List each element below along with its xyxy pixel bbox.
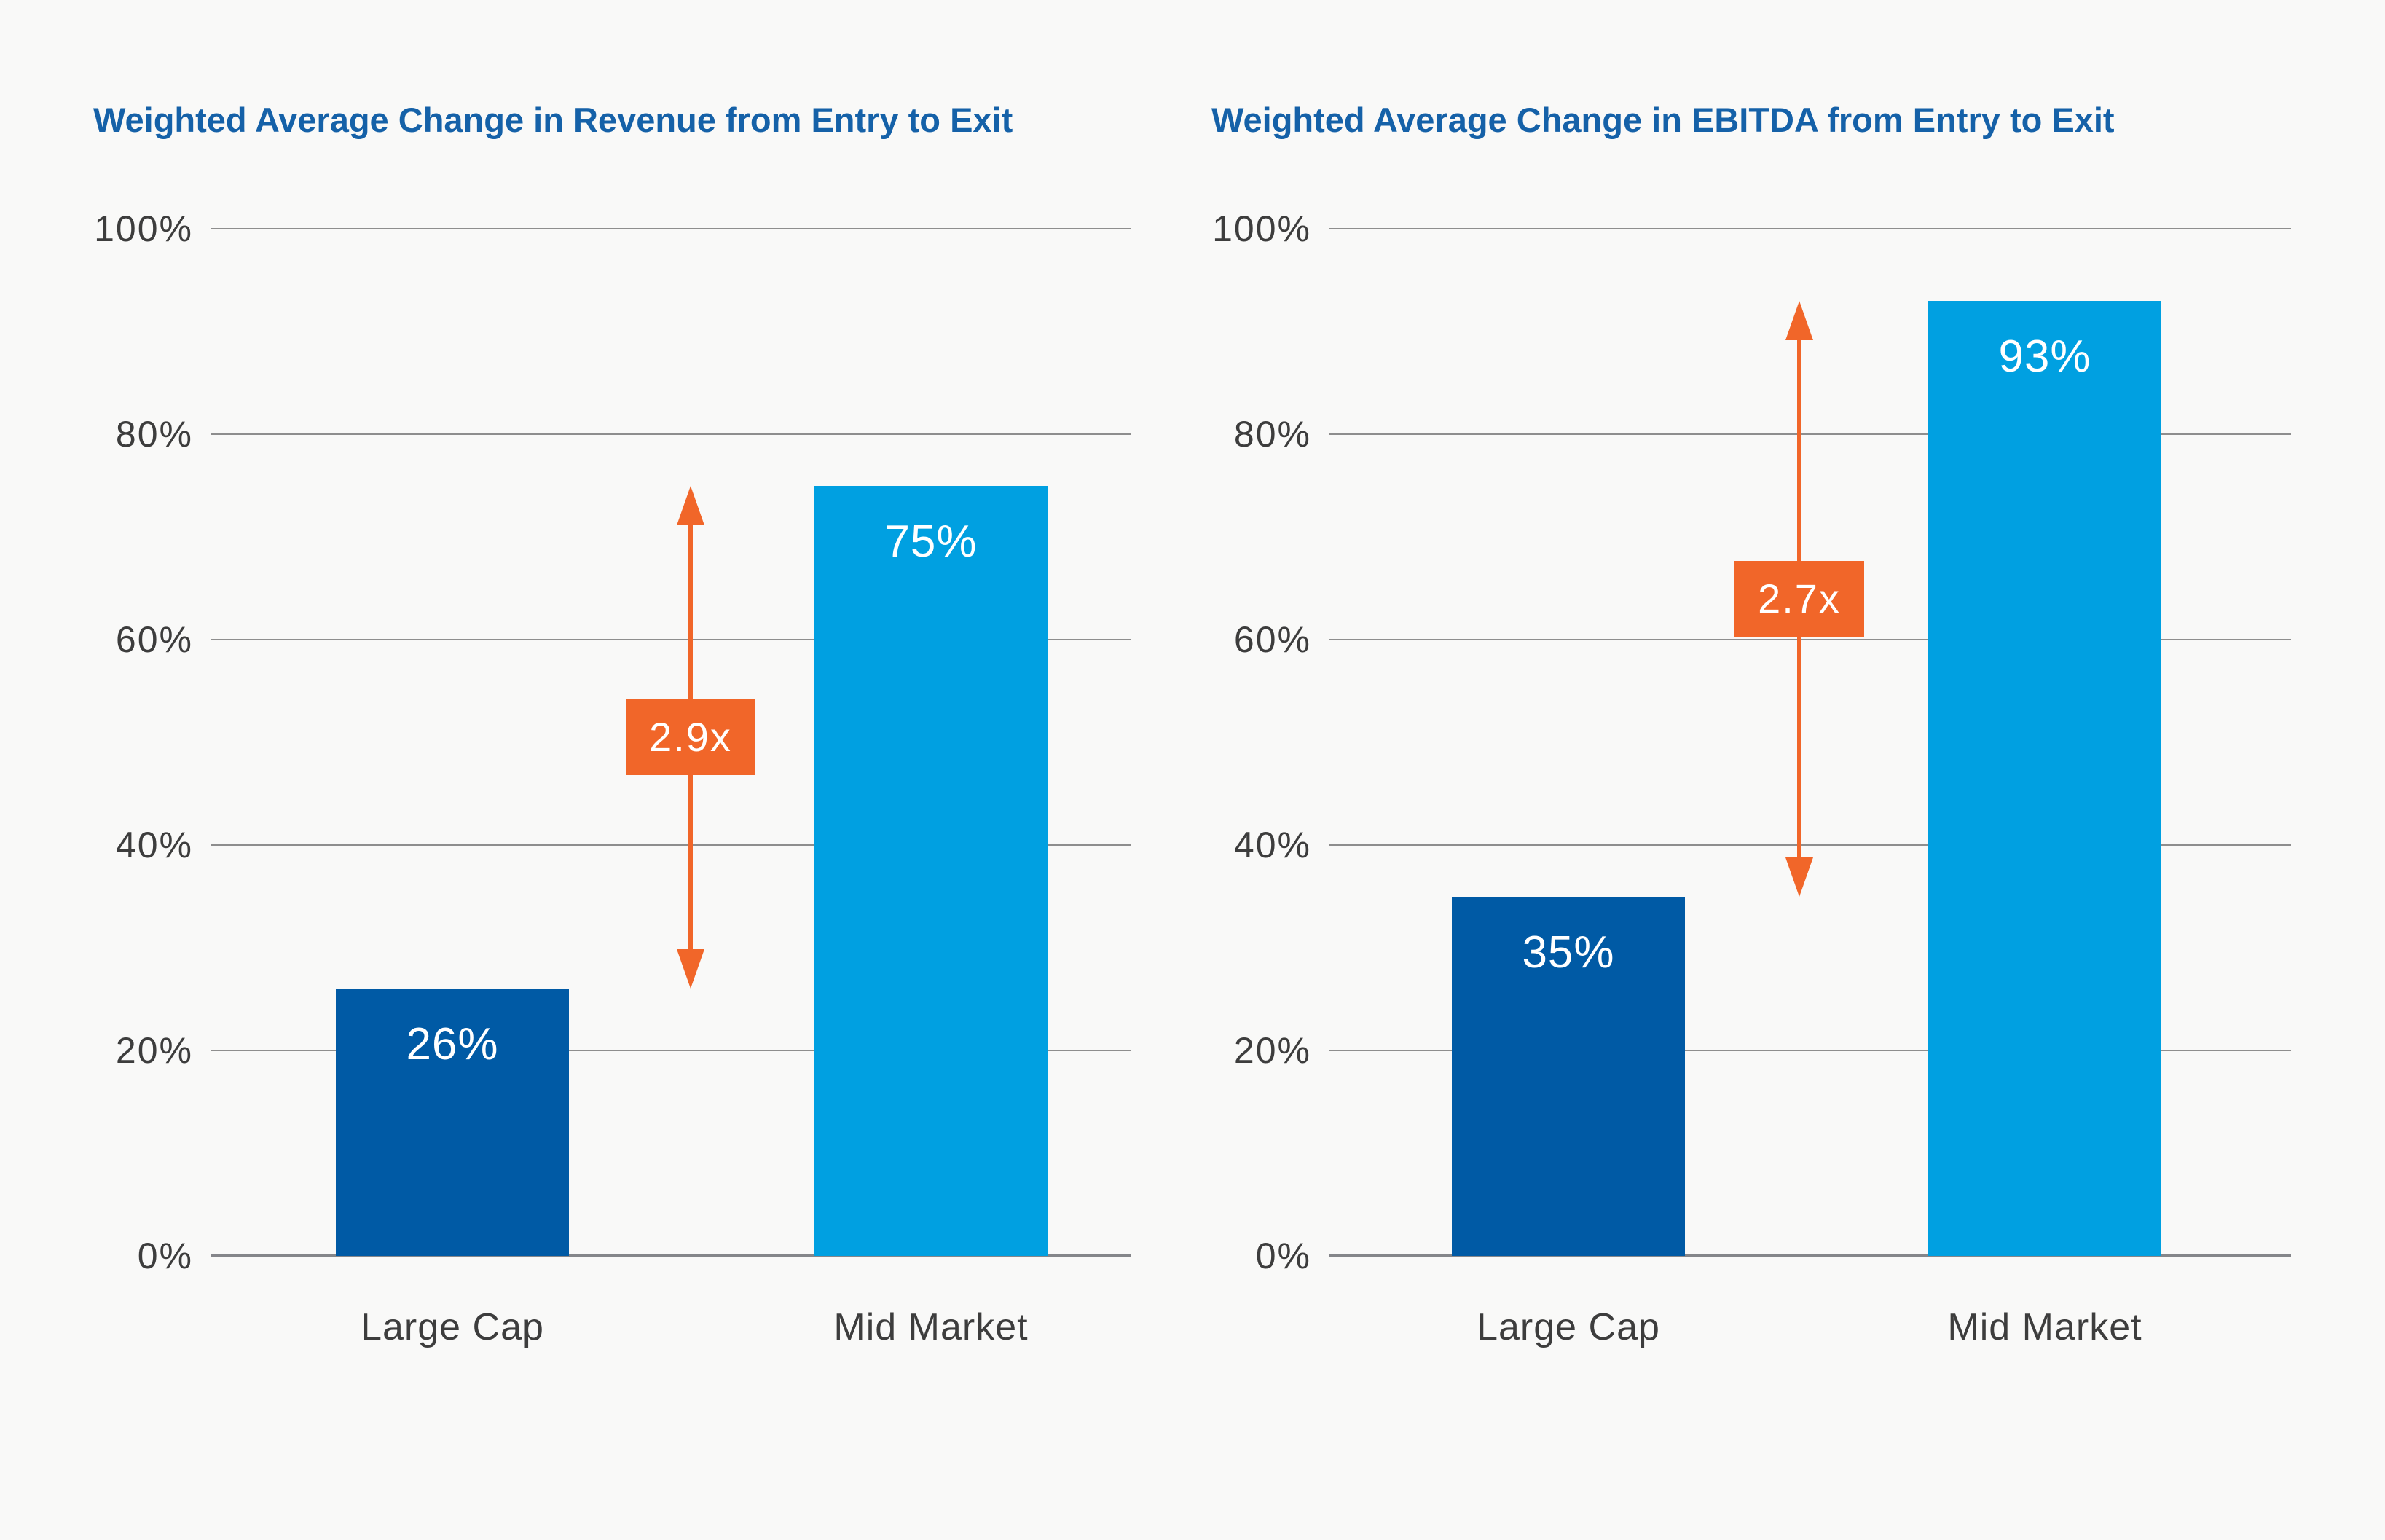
y-axis-label: 20%: [1233, 1030, 1311, 1071]
ratio-arrow-down-head: [1785, 857, 1813, 897]
bar-large-cap: 26%: [336, 989, 569, 1256]
y-axis-label: 80%: [1233, 414, 1311, 455]
x-axis-category-label: Large Cap: [361, 1306, 544, 1348]
bar-mid-market: 93%: [1928, 300, 2161, 1256]
gridline: [1329, 228, 2291, 229]
y-axis-label: 20%: [115, 1030, 193, 1071]
ratio-arrow-down-head: [677, 949, 704, 989]
y-axis-label: 100%: [94, 208, 193, 249]
bar-large-cap: 35%: [1452, 896, 1685, 1256]
gridline: [211, 433, 1131, 435]
gridline: [211, 844, 1131, 846]
gridline: [1329, 433, 2291, 435]
ratio-arrow-up-head: [677, 485, 704, 525]
ebitda-chart-title: Weighted Average Change in EBITDA from E…: [1211, 101, 2115, 139]
ratio-badge: 2.7x: [1734, 560, 1864, 637]
x-axis-baseline: [211, 1254, 1131, 1257]
bar-value-label: 93%: [1998, 331, 2091, 382]
y-axis-label: 60%: [1233, 619, 1311, 660]
bar-value-label: 75%: [884, 516, 978, 567]
gridline: [211, 639, 1131, 640]
gridline: [211, 228, 1131, 229]
gridline: [1329, 1050, 2291, 1051]
y-axis-label: 60%: [115, 619, 193, 660]
revenue-chart-title: Weighted Average Change in Revenue from …: [93, 101, 1013, 139]
x-axis-category-label: Mid Market: [833, 1306, 1029, 1348]
bar-value-label: 26%: [406, 1019, 499, 1070]
bar-value-label: 35%: [1522, 927, 1615, 978]
gridline: [211, 1050, 1131, 1051]
x-axis-baseline: [1329, 1254, 2291, 1257]
x-axis-category-label: Large Cap: [1477, 1306, 1660, 1348]
ratio-arrow-up-head: [1785, 300, 1813, 340]
y-axis-label: 40%: [1233, 825, 1311, 865]
ratio-badge: 2.9x: [626, 699, 755, 775]
y-axis-label: 40%: [115, 825, 193, 865]
y-axis-label: 100%: [1212, 208, 1311, 249]
gridline: [1329, 844, 2291, 846]
x-axis-category-label: Mid Market: [1947, 1306, 2142, 1348]
y-axis-label: 0%: [137, 1235, 193, 1276]
bar-mid-market: 75%: [814, 485, 1048, 1256]
gridline: [1329, 639, 2291, 640]
y-axis-label: 80%: [115, 414, 193, 455]
y-axis-label: 0%: [1255, 1235, 1311, 1276]
